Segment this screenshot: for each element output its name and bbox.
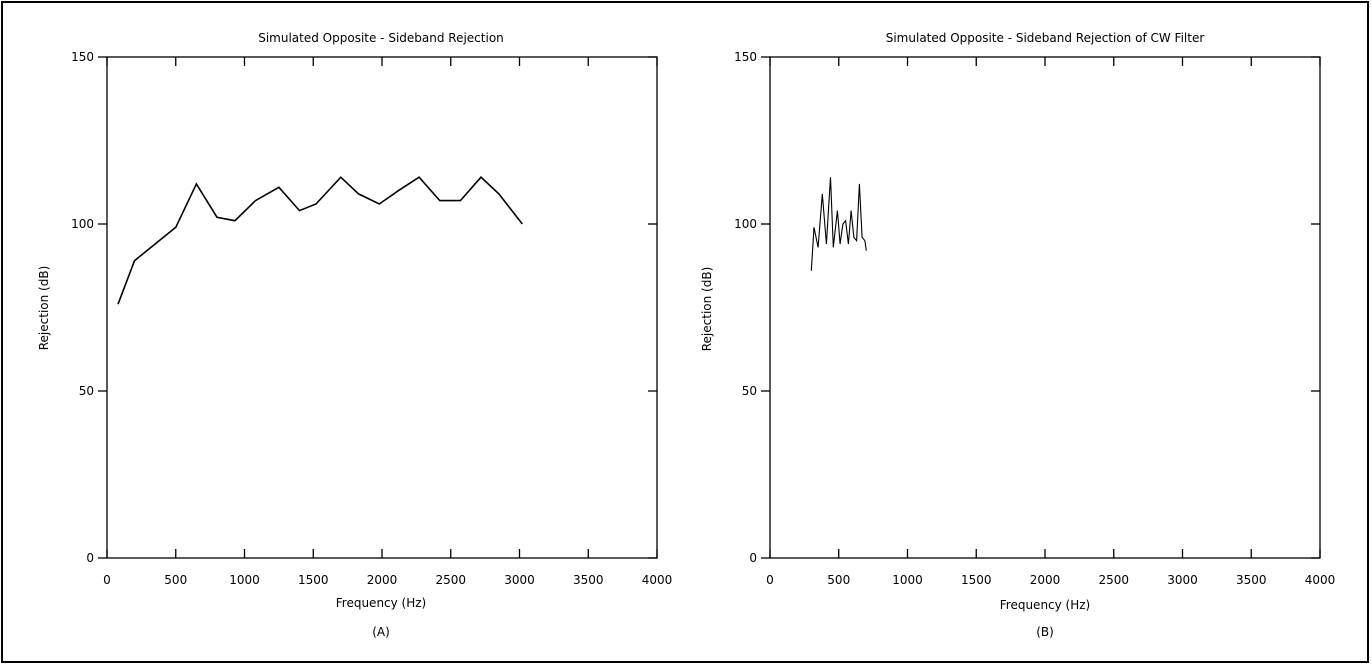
chart-a-xtick-label: 4000 — [642, 573, 673, 587]
chart-a-xtick-label: 1500 — [298, 573, 329, 587]
chart-a-xtick-label: 2000 — [367, 573, 398, 587]
chart-b-ytick-label: 0 — [749, 551, 757, 565]
chart-a-ytick-label: 100 — [71, 217, 94, 231]
chart-b-xtick-label: 3500 — [1236, 573, 1267, 587]
chart-a-xtick-label: 3500 — [573, 573, 604, 587]
chart-b-ytick-label: 100 — [734, 217, 757, 231]
chart-a-ytick-label: 0 — [86, 551, 94, 565]
chart-a-plot-area — [106, 56, 658, 559]
chart-b-xtick-label: 0 — [766, 573, 774, 587]
chart-b-caption: (B) — [1036, 625, 1054, 639]
chart-b-xtick-label: 3000 — [1167, 573, 1198, 587]
chart-b-xtick-label: 4000 — [1305, 573, 1336, 587]
chart-a-ytick-label: 150 — [71, 50, 94, 64]
chart-b-xtick-label: 2000 — [1030, 573, 1061, 587]
chart-a-xtick-label: 500 — [164, 573, 187, 587]
chart-a-series-line-0 — [117, 176, 523, 305]
chart-b-xtick-label: 1500 — [961, 573, 992, 587]
chart-b-ytick-label: 50 — [742, 384, 757, 398]
chart-b-title: Simulated Opposite - Sideband Rejection … — [886, 31, 1205, 45]
chart-a: Simulated Opposite - Sideband Rejection … — [37, 31, 672, 639]
chart-b-series-line-0 — [810, 177, 867, 271]
chart-a-title: Simulated Opposite - Sideband Rejection — [258, 31, 504, 45]
chart-b-ytick-label: 150 — [734, 50, 757, 64]
chart-b-xtick-label: 1000 — [892, 573, 923, 587]
chart-a-caption: (A) — [372, 625, 390, 639]
chart-a-xtick-label: 2500 — [435, 573, 466, 587]
chart-a-ytick-label: 50 — [79, 384, 94, 398]
chart-a-xtick-label: 0 — [103, 573, 111, 587]
chart-b-plot-area — [769, 56, 1321, 559]
chart-b: Simulated Opposite - Sideband Rejection … — [700, 31, 1335, 639]
chart-b-xtick-label: 500 — [827, 573, 850, 587]
chart-a-xtick-label: 1000 — [229, 573, 260, 587]
chart-b-xlabel: Frequency (Hz) — [1000, 598, 1091, 612]
chart-a-xlabel: Frequency (Hz) — [336, 596, 427, 610]
chart-b-ylabel: Rejection (dB) — [700, 267, 714, 352]
chart-b-xtick-label: 2500 — [1098, 573, 1129, 587]
chart-a-xtick-label: 3000 — [504, 573, 535, 587]
chart-a-ylabel: Rejection (dB) — [37, 266, 51, 351]
